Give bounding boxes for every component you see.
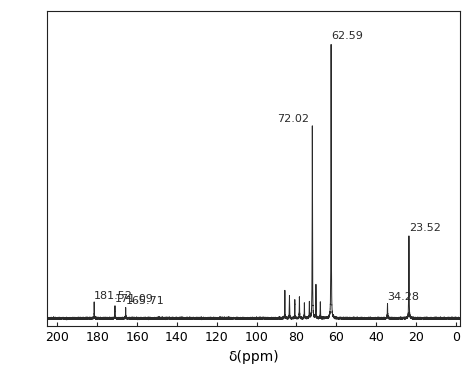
Text: 181.52: 181.52: [94, 291, 133, 301]
Text: 165.71: 165.71: [126, 296, 164, 306]
Text: 62.59: 62.59: [331, 31, 363, 41]
Text: 23.52: 23.52: [409, 223, 441, 233]
Text: 34.28: 34.28: [388, 292, 419, 302]
X-axis label: δ(ppm): δ(ppm): [228, 350, 279, 364]
Text: 171.09: 171.09: [115, 294, 154, 304]
Text: 72.02: 72.02: [277, 114, 310, 124]
